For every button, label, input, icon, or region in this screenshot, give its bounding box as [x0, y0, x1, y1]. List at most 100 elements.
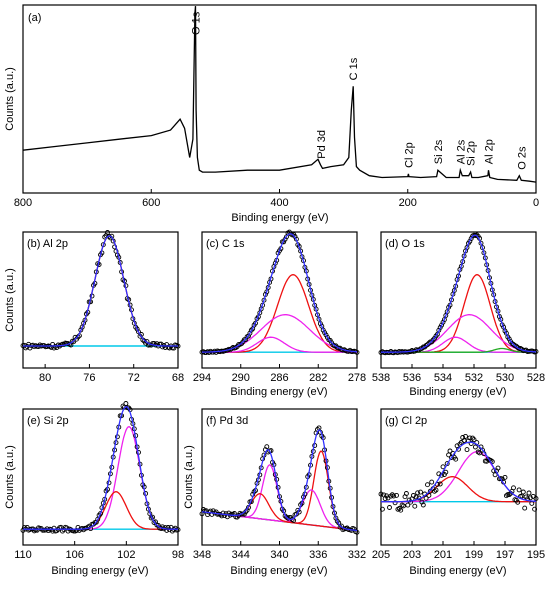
data-point — [379, 506, 385, 512]
data-point — [418, 489, 423, 495]
y-axis-label: Counts (a.u.) — [4, 445, 16, 509]
data-point — [456, 446, 461, 452]
fit-envelope — [381, 234, 537, 353]
x-tick-label: 400 — [270, 197, 288, 209]
data-point — [463, 433, 468, 439]
x-axis-label: Binding energy (eV) — [409, 565, 506, 577]
data-point — [324, 334, 330, 340]
panel-label: (a) — [28, 12, 41, 24]
data-point — [387, 505, 392, 510]
data-point — [532, 506, 538, 512]
data-point — [464, 447, 470, 453]
peak-annotation: O 2s — [516, 146, 528, 170]
plot-frame — [22, 408, 179, 546]
data-point — [426, 492, 432, 498]
panel-label: (b) Al 2p — [27, 238, 68, 250]
data-point — [468, 236, 474, 241]
data-point — [515, 499, 521, 505]
data-point — [468, 441, 474, 446]
plot-frame — [201, 408, 358, 546]
plot-frame — [380, 231, 537, 369]
peak-annotation: Cl 2p — [403, 142, 415, 168]
x-tick-label: 68 — [172, 372, 184, 384]
survey-line — [22, 6, 537, 183]
x-tick-label: 344 — [232, 549, 250, 561]
data-point — [392, 500, 398, 506]
data-point — [440, 319, 446, 325]
panel-label: (c) C 1s — [206, 238, 245, 250]
data-point — [323, 332, 329, 338]
y-axis-label: Counts (a.u.) — [4, 67, 16, 131]
data-point — [391, 493, 397, 499]
data-point — [526, 490, 532, 496]
data-point — [405, 502, 411, 508]
x-tick-label: 197 — [496, 549, 514, 561]
peak-annotation: C 1s — [348, 57, 360, 80]
x-tick-label: 102 — [117, 549, 135, 561]
x-tick-label: 340 — [270, 549, 288, 561]
x-tick-label: 195 — [527, 549, 545, 561]
x-tick-label: 528 — [527, 372, 545, 384]
data-point — [439, 322, 445, 328]
data-point — [472, 444, 478, 450]
data-point — [378, 491, 384, 497]
peak-annotation: Al 2p — [484, 139, 496, 164]
fit-envelope — [381, 441, 537, 503]
data-point — [437, 481, 443, 487]
data-point — [432, 335, 437, 341]
data-point — [415, 490, 421, 496]
data-point — [220, 510, 226, 516]
panel-g-cl2p: 205 203 201 199 197 195 (g) Cl 2p Binding ene… — [372, 408, 545, 577]
data-point — [522, 505, 528, 511]
y-axis-label: Counts (a.u.) — [4, 268, 16, 332]
data-point — [447, 448, 453, 454]
peak-annotation: O 1s — [190, 11, 202, 35]
panel-a-survey: 800 600 400 200 0 O 1s Pd 3d C 1s Cl 2p Si 2s Al 2… — [4, 4, 539, 224]
x-axis-label: Binding energy (eV) — [409, 386, 506, 398]
data-point — [426, 340, 432, 346]
data-point — [413, 494, 419, 500]
data-point — [425, 342, 430, 348]
data-point — [20, 527, 26, 533]
data-point — [495, 465, 501, 471]
fit-envelope — [202, 233, 358, 353]
plot-area: 800 600 400 200 0 O 1s Pd 3d C 1s Cl 2p Si 2s Al 2… — [14, 6, 539, 209]
fit-envelope — [23, 235, 178, 347]
panel-label: (e) Si 2p — [27, 415, 69, 427]
x-tick-label: 536 — [403, 372, 421, 384]
data-point — [382, 496, 388, 502]
x-tick-label: 200 — [399, 197, 417, 209]
data-point — [506, 336, 512, 342]
x-axis-label: Binding energy (eV) — [51, 565, 148, 577]
data-point — [123, 401, 129, 406]
plot-area: 110 106 102 98 — [14, 401, 184, 561]
x-tick-label: 600 — [142, 197, 160, 209]
data-point — [502, 474, 508, 480]
x-tick-label: 98 — [172, 549, 184, 561]
panel-f-pd3d: 348 344 340 336 332 (f) Pd 3d Binding energy… — [183, 408, 366, 577]
plot-area: 80 76 72 68 — [20, 230, 184, 384]
data-point — [134, 326, 140, 332]
data-point — [515, 345, 521, 350]
data-point — [394, 492, 399, 498]
data-point — [264, 444, 270, 450]
x-tick-label: 278 — [348, 372, 366, 384]
panel-c-c1s: 294 290 286 282 278 (c) C 1s Binding energy … — [193, 229, 366, 398]
data-point — [95, 516, 101, 522]
plot-area: 205 203 201 199 197 195 — [372, 433, 545, 561]
x-tick-label: 205 — [372, 549, 390, 561]
x-tick-label: 106 — [65, 549, 83, 561]
data-point — [516, 487, 522, 493]
data-point — [420, 502, 426, 508]
data-point — [453, 456, 459, 462]
panel-d-o1s: 538 536 534 532 530 528 (d) O 1s Binding ener… — [372, 231, 545, 398]
x-tick-label: 800 — [14, 197, 32, 209]
x-tick-label: 294 — [193, 372, 211, 384]
x-tick-label: 530 — [496, 372, 514, 384]
data-point — [506, 492, 512, 498]
data-point — [388, 493, 394, 499]
x-tick-label: 290 — [232, 372, 250, 384]
panel-label: (d) O 1s — [385, 238, 425, 250]
data-point — [444, 461, 450, 467]
data-point — [443, 469, 449, 475]
